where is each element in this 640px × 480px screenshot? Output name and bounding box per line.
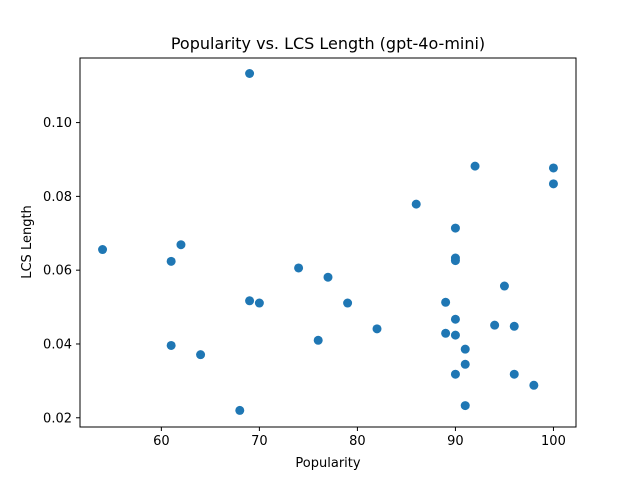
data-point-27 bbox=[490, 320, 500, 330]
data-point-29 bbox=[509, 321, 519, 331]
axes-layer: 60 70 80 90 100 0.02 0.04 0.06 0.08 0.10 bbox=[43, 116, 566, 449]
y-tick-label-1: 0.04 bbox=[43, 337, 72, 352]
data-point-10 bbox=[313, 335, 323, 345]
y-tick-label-4: 0.10 bbox=[43, 116, 72, 131]
x-tick-label-0: 60 bbox=[153, 434, 170, 449]
data-point-19 bbox=[450, 256, 460, 266]
data-point-14 bbox=[411, 199, 421, 209]
x-axis-label: Popularity bbox=[295, 456, 360, 471]
data-point-12 bbox=[343, 298, 353, 308]
data-point-30 bbox=[509, 369, 519, 379]
data-point-21 bbox=[450, 330, 460, 340]
data-point-13 bbox=[372, 324, 382, 334]
y-tick-label-0: 0.02 bbox=[43, 411, 72, 426]
data-point-15 bbox=[441, 297, 451, 307]
data-point-33 bbox=[548, 179, 558, 189]
x-tick-label-1: 70 bbox=[251, 434, 268, 449]
data-point-32 bbox=[548, 163, 558, 173]
x-tick-label-3: 90 bbox=[447, 434, 464, 449]
y-tick-label-3: 0.08 bbox=[43, 190, 72, 205]
data-point-1 bbox=[166, 256, 176, 266]
data-point-0 bbox=[98, 245, 108, 255]
data-point-25 bbox=[460, 401, 470, 411]
data-point-3 bbox=[176, 240, 186, 250]
data-point-28 bbox=[499, 281, 509, 291]
y-tick-label-2: 0.06 bbox=[43, 264, 72, 279]
data-point-2 bbox=[166, 340, 176, 350]
data-point-9 bbox=[294, 263, 304, 273]
data-point-8 bbox=[254, 298, 264, 308]
data-point-31 bbox=[529, 380, 539, 390]
data-point-24 bbox=[460, 359, 470, 369]
data-point-11 bbox=[323, 272, 333, 282]
plot-frame bbox=[79, 57, 577, 428]
data-point-5 bbox=[235, 405, 245, 415]
data-point-23 bbox=[460, 344, 470, 354]
points-layer bbox=[98, 69, 558, 415]
x-tick-label-4: 100 bbox=[541, 434, 566, 449]
chart-title: Popularity vs. LCS Length (gpt-4o-mini) bbox=[171, 34, 485, 53]
data-point-22 bbox=[450, 369, 460, 379]
data-point-4 bbox=[196, 350, 206, 360]
data-point-20 bbox=[450, 314, 460, 324]
data-point-7 bbox=[245, 296, 255, 306]
data-point-6 bbox=[245, 69, 255, 78]
data-point-16 bbox=[441, 328, 451, 338]
data-point-26 bbox=[470, 161, 480, 171]
y-axis-label: LCS Length bbox=[20, 205, 35, 279]
x-tick-label-2: 80 bbox=[349, 434, 366, 449]
data-point-17 bbox=[450, 223, 460, 233]
